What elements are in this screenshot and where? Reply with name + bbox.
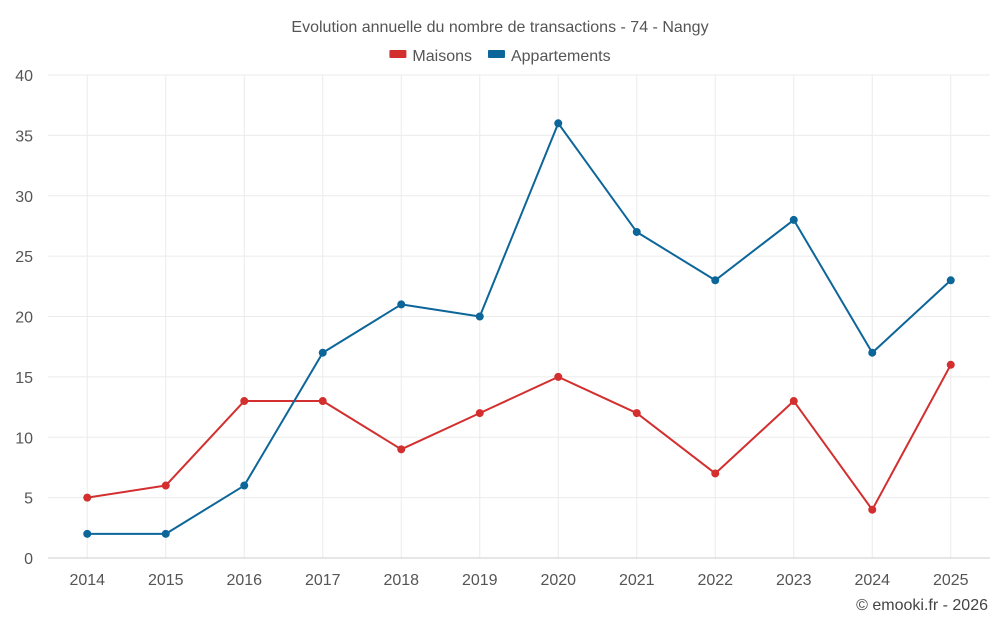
data-point[interactable] (318, 397, 327, 406)
data-point[interactable] (475, 409, 484, 418)
x-tick-label: 2019 (462, 572, 498, 589)
data-point[interactable] (161, 481, 170, 490)
data-point[interactable] (240, 397, 249, 406)
data-point[interactable] (946, 360, 955, 369)
y-tick-label: 20 (15, 310, 33, 327)
x-tick-label: 2015 (148, 572, 184, 589)
data-point[interactable] (868, 505, 877, 514)
data-point[interactable] (868, 348, 877, 357)
series-line (87, 364, 952, 511)
series-line (87, 122, 952, 535)
series-maisons (83, 360, 955, 514)
legend-label: Appartements (511, 48, 611, 65)
data-point[interactable] (711, 469, 720, 478)
legend-label: Maisons (412, 48, 472, 65)
x-tick-label: 2024 (854, 572, 890, 589)
data-point[interactable] (397, 300, 406, 309)
data-point[interactable] (789, 215, 798, 224)
legend-swatch (389, 50, 407, 58)
series-appartements (83, 119, 955, 538)
x-tick-label: 2025 (933, 572, 969, 589)
data-point[interactable] (554, 119, 563, 128)
y-tick-label: 35 (15, 128, 33, 145)
legend: Maisons Appartements (389, 48, 611, 65)
x-tick-label: 2016 (226, 572, 262, 589)
credit-text: © emooki.fr - 2026 (856, 597, 988, 614)
data-point[interactable] (711, 276, 720, 285)
data-point[interactable] (554, 372, 563, 381)
data-point[interactable] (789, 397, 798, 406)
data-point[interactable] (240, 481, 249, 490)
legend-item-maisons[interactable]: Maisons (389, 48, 472, 65)
x-tick-label: 2018 (383, 572, 419, 589)
data-point[interactable] (475, 312, 484, 321)
data-point[interactable] (946, 276, 955, 285)
legend-item-appartements[interactable]: Appartements (487, 48, 611, 65)
y-tick-label: 15 (15, 370, 33, 387)
data-point[interactable] (397, 445, 406, 454)
x-tick-label: 2023 (776, 572, 812, 589)
x-tick-label: 2017 (305, 572, 341, 589)
legend-swatch (487, 50, 505, 58)
data-point[interactable] (632, 409, 641, 418)
x-tick-label: 2014 (69, 572, 105, 589)
x-tick-label: 2022 (697, 572, 733, 589)
y-tick-label: 30 (15, 189, 33, 206)
y-tick-label: 10 (15, 430, 33, 447)
data-point[interactable] (83, 493, 92, 502)
data-point[interactable] (83, 529, 92, 538)
grid (48, 74, 990, 558)
data-point[interactable] (161, 529, 170, 538)
y-tick-label: 0 (24, 551, 33, 568)
y-tick-label: 5 (24, 491, 33, 508)
y-tick-label: 25 (15, 249, 33, 266)
y-tick-label: 40 (15, 68, 33, 85)
x-tick-label: 2020 (540, 572, 576, 589)
x-tick-label: 2021 (619, 572, 655, 589)
data-point[interactable] (318, 348, 327, 357)
chart-title: Evolution annuelle du nombre de transact… (291, 19, 708, 36)
data-point[interactable] (632, 227, 641, 236)
series-layer (83, 119, 955, 538)
